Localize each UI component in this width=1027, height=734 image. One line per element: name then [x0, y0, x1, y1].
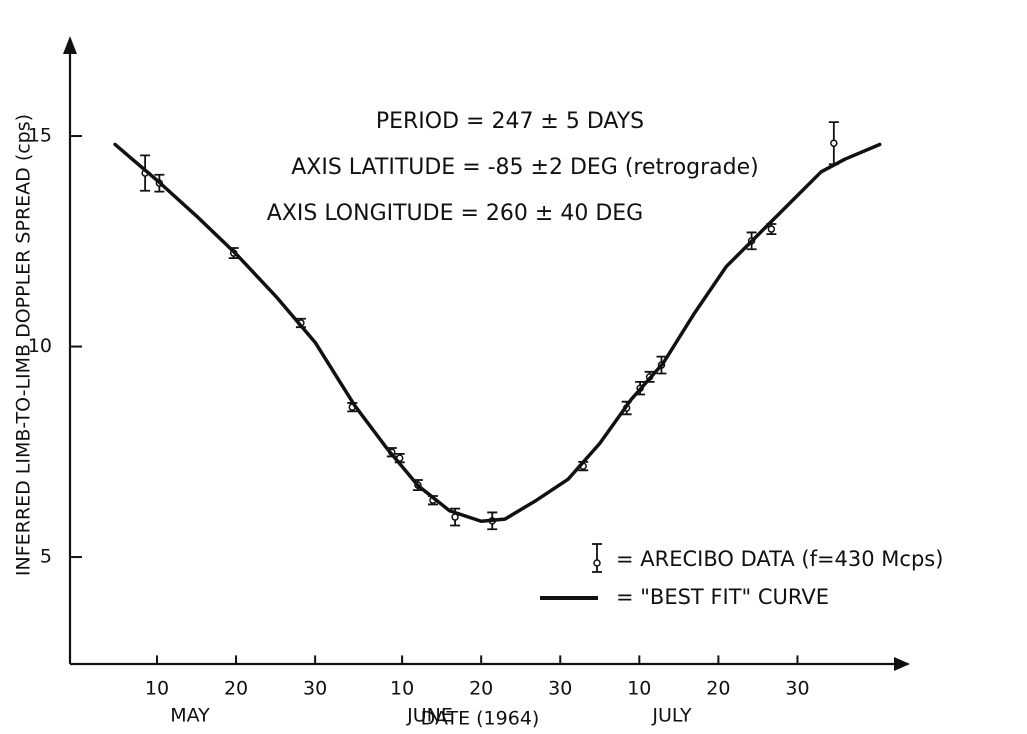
x-tick-label: 20: [469, 678, 493, 700]
annotation: AXIS LATITUDE = -85 ±2 DEG (retrograde): [291, 155, 759, 180]
y-tick-label: 10: [28, 335, 52, 357]
x-tick-label: 10: [627, 678, 651, 700]
annotation: PERIOD = 247 ± 5 DAYS: [376, 109, 644, 134]
legend-label: = "BEST FIT" CURVE: [616, 585, 829, 609]
y-axis-arrow: [63, 36, 77, 54]
month-label: JUNE: [406, 705, 453, 727]
y-axis-label: INFERRED LIMB-TO-LIMB DOPPLER SPREAD (cp…: [13, 114, 35, 576]
data-point: [830, 139, 838, 147]
x-tick-label: 30: [303, 678, 327, 700]
x-tick-label: 10: [145, 678, 169, 700]
x-tick-label: 10: [390, 678, 414, 700]
fit-curve: [113, 142, 882, 524]
annotation: AXIS LONGITUDE = 260 ± 40 DEG: [267, 201, 643, 226]
legend-swatch: [592, 543, 602, 573]
legend-label: = ARECIBO DATA (f=430 Mcps): [616, 547, 943, 571]
y-tick-label: 5: [40, 546, 52, 568]
x-tick-label: 20: [706, 678, 730, 700]
month-label: JULY: [651, 705, 692, 727]
x-tick-label: 30: [785, 678, 809, 700]
x-tick-label: 30: [548, 678, 572, 700]
y-tick-label: 15: [28, 125, 52, 147]
month-label: MAY: [170, 705, 210, 727]
x-tick-label: 20: [224, 678, 248, 700]
legend-swatch: [593, 559, 601, 567]
x-axis-arrow: [894, 657, 910, 671]
x-axis-label: DATE (1964): [421, 708, 540, 730]
data-point: [767, 225, 776, 233]
